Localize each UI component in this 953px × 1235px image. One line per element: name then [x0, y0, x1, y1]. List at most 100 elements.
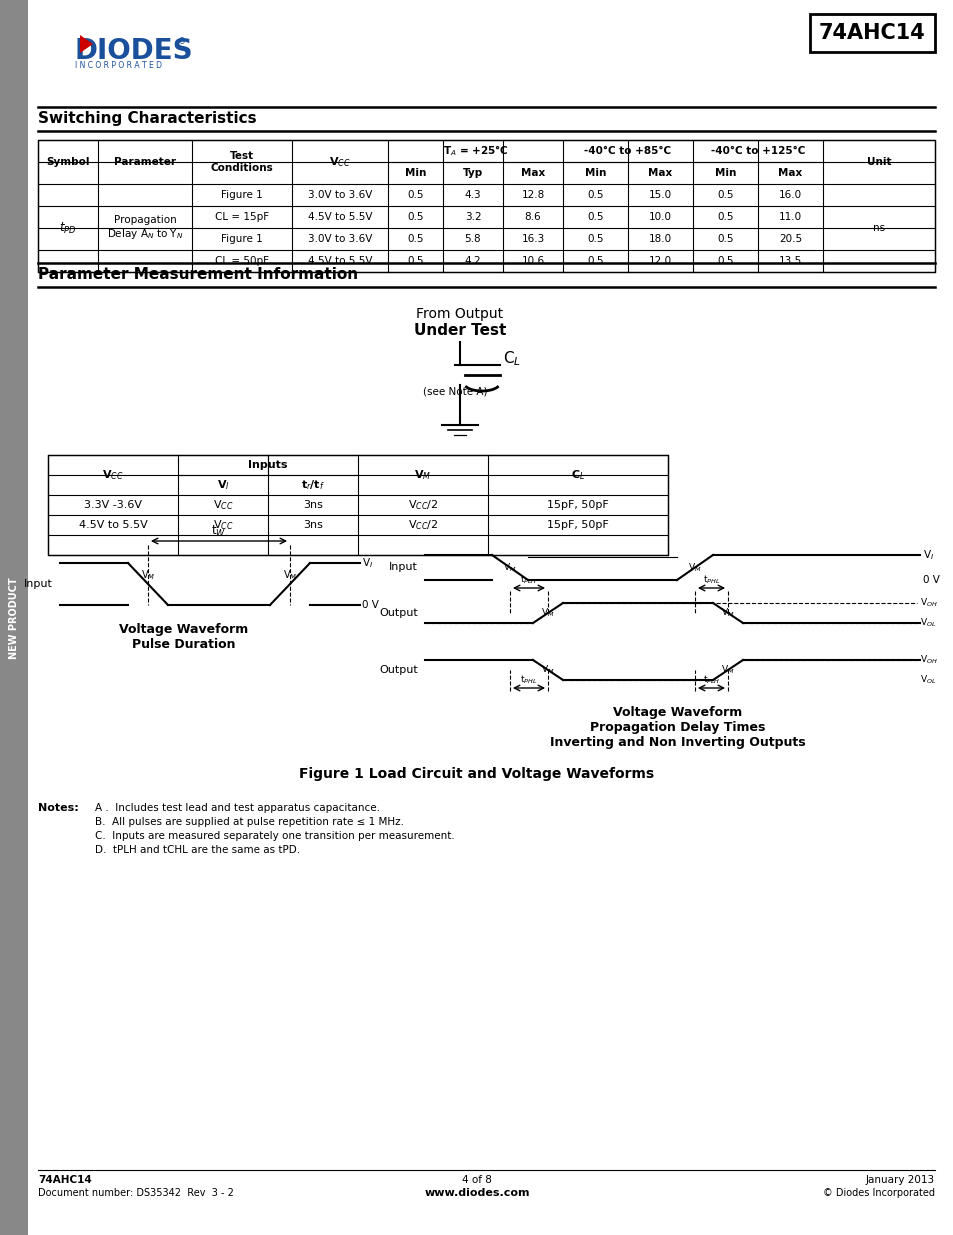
- Text: 8.6: 8.6: [524, 212, 540, 222]
- Text: Parameter: Parameter: [113, 157, 175, 167]
- Text: Inputs: Inputs: [248, 459, 288, 471]
- Text: V$_M$: V$_M$: [282, 568, 297, 582]
- Text: V$_M$: V$_M$: [540, 663, 555, 677]
- Text: 0.5: 0.5: [717, 190, 733, 200]
- Text: 5.8: 5.8: [464, 233, 481, 245]
- Text: 15pF, 50pF: 15pF, 50pF: [547, 500, 608, 510]
- Text: 18.0: 18.0: [648, 233, 671, 245]
- Text: C.  Inputs are measured separately one transition per measurement.: C. Inputs are measured separately one tr…: [95, 831, 455, 841]
- Bar: [0, 0, 28, 1235]
- Text: 0.5: 0.5: [587, 233, 603, 245]
- Bar: [809, 14, 934, 52]
- Text: CL = 15pF: CL = 15pF: [214, 212, 269, 222]
- Text: 0.5: 0.5: [717, 212, 733, 222]
- Text: C$_L$: C$_L$: [502, 350, 520, 368]
- Text: V$_I$: V$_I$: [361, 556, 373, 569]
- Text: V$_{CC}$/2: V$_{CC}$/2: [408, 519, 437, 532]
- Text: C$_L$: C$_L$: [570, 468, 584, 482]
- Text: DIODES: DIODES: [75, 37, 193, 65]
- Text: -40°C to +125°C: -40°C to +125°C: [710, 146, 804, 156]
- Text: 0.5: 0.5: [407, 256, 423, 266]
- Text: V$_I$: V$_I$: [216, 478, 229, 492]
- Text: January 2013: January 2013: [865, 1174, 934, 1186]
- Text: Test
Conditions: Test Conditions: [211, 151, 274, 173]
- Text: Figure 1: Figure 1: [221, 190, 263, 200]
- Text: T$_A$ = +25°C: T$_A$ = +25°C: [442, 143, 508, 158]
- Text: From Output: From Output: [416, 308, 503, 321]
- Text: Max: Max: [778, 168, 801, 178]
- Text: 74AHC14: 74AHC14: [818, 23, 924, 43]
- Text: t$_{PLH}$: t$_{PLH}$: [519, 573, 537, 585]
- Text: 0.5: 0.5: [587, 256, 603, 266]
- Text: t$_W$: t$_W$: [212, 524, 227, 538]
- Text: 10.0: 10.0: [648, 212, 671, 222]
- Text: D.  tPLH and tCHL are the same as tPD.: D. tPLH and tCHL are the same as tPD.: [95, 845, 300, 855]
- Text: Figure 1 Load Circuit and Voltage Waveforms: Figure 1 Load Circuit and Voltage Wavefo…: [299, 767, 654, 781]
- Text: (see Note A): (see Note A): [422, 387, 487, 396]
- Text: Min: Min: [714, 168, 736, 178]
- Text: t$_{PD}$: t$_{PD}$: [59, 221, 77, 236]
- Text: V$_{OL}$: V$_{OL}$: [919, 616, 936, 630]
- Text: V$_{CC}$: V$_{CC}$: [213, 519, 233, 532]
- Text: 3.0V to 3.6V: 3.0V to 3.6V: [308, 233, 372, 245]
- Text: 0.5: 0.5: [717, 256, 733, 266]
- Text: 4.5V to 5.5V: 4.5V to 5.5V: [78, 520, 147, 530]
- Text: Max: Max: [648, 168, 672, 178]
- Text: 3ns: 3ns: [303, 500, 323, 510]
- Text: t$_{PLH}$: t$_{PLH}$: [702, 673, 720, 685]
- Text: CL = 50pF: CL = 50pF: [214, 256, 269, 266]
- Text: 0.5: 0.5: [717, 233, 733, 245]
- Text: V$_{OL}$: V$_{OL}$: [919, 674, 936, 687]
- Text: V$_{OH}$: V$_{OH}$: [919, 653, 937, 666]
- Text: 4.2: 4.2: [464, 256, 481, 266]
- Text: ®: ®: [178, 37, 186, 46]
- Text: Output: Output: [379, 608, 417, 618]
- Text: ns: ns: [872, 224, 884, 233]
- Text: B.  All pulses are supplied at pulse repetition rate ≤ 1 MHz.: B. All pulses are supplied at pulse repe…: [95, 818, 403, 827]
- Text: 74AHC14: 74AHC14: [38, 1174, 91, 1186]
- Text: 4.5V to 5.5V: 4.5V to 5.5V: [308, 256, 372, 266]
- Text: 3.0V to 3.6V: 3.0V to 3.6V: [308, 190, 372, 200]
- Text: V$_{CC}$/2: V$_{CC}$/2: [408, 498, 437, 511]
- Text: 12.8: 12.8: [521, 190, 544, 200]
- Text: Max: Max: [520, 168, 544, 178]
- Text: 3ns: 3ns: [303, 520, 323, 530]
- Text: Notes:: Notes:: [38, 803, 79, 813]
- Text: 0 V: 0 V: [923, 576, 939, 585]
- Text: 0 V: 0 V: [361, 600, 378, 610]
- Bar: [38, 140, 934, 272]
- Text: Propagation
Delay A$_N$ to Y$_N$: Propagation Delay A$_N$ to Y$_N$: [107, 215, 183, 241]
- Text: 20.5: 20.5: [778, 233, 801, 245]
- Text: 4.5V to 5.5V: 4.5V to 5.5V: [308, 212, 372, 222]
- Text: V$_{CC}$: V$_{CC}$: [329, 156, 351, 169]
- Text: Input: Input: [24, 579, 53, 589]
- Text: Voltage Waveform
Propagation Delay Times
Inverting and Non Inverting Outputs: Voltage Waveform Propagation Delay Times…: [549, 706, 804, 748]
- Bar: [48, 454, 667, 555]
- Text: 4.3: 4.3: [464, 190, 481, 200]
- Text: 16.3: 16.3: [521, 233, 544, 245]
- Text: 3.2: 3.2: [464, 212, 481, 222]
- Text: -40°C to +85°C: -40°C to +85°C: [584, 146, 671, 156]
- Text: www.diodes.com: www.diodes.com: [424, 1188, 529, 1198]
- Text: V$_M$: V$_M$: [141, 568, 155, 582]
- Text: © Diodes Incorporated: © Diodes Incorporated: [822, 1188, 934, 1198]
- Text: 0.5: 0.5: [407, 190, 423, 200]
- Text: Parameter Measurement Information: Parameter Measurement Information: [38, 267, 357, 282]
- Text: 16.0: 16.0: [778, 190, 801, 200]
- Text: 15.0: 15.0: [648, 190, 671, 200]
- Text: Min: Min: [584, 168, 605, 178]
- Text: 0.5: 0.5: [587, 212, 603, 222]
- Text: Voltage Waveform
Pulse Duration: Voltage Waveform Pulse Duration: [119, 622, 248, 651]
- Text: NEW PRODUCT: NEW PRODUCT: [9, 577, 19, 658]
- Text: A .  Includes test lead and test apparatus capacitance.: A . Includes test lead and test apparatu…: [95, 803, 379, 813]
- Text: V$_{CC}$: V$_{CC}$: [213, 498, 233, 511]
- Text: V$_M$: V$_M$: [687, 561, 701, 574]
- Text: Under Test: Under Test: [414, 324, 506, 338]
- Polygon shape: [80, 35, 92, 53]
- Text: V$_M$: V$_M$: [540, 606, 555, 619]
- Text: 12.0: 12.0: [648, 256, 671, 266]
- Text: 15pF, 50pF: 15pF, 50pF: [547, 520, 608, 530]
- Text: Document number: DS35342  Rev  3 - 2: Document number: DS35342 Rev 3 - 2: [38, 1188, 233, 1198]
- Text: V$_M$: V$_M$: [720, 606, 734, 619]
- Text: t$_{PHL}$: t$_{PHL}$: [519, 673, 537, 685]
